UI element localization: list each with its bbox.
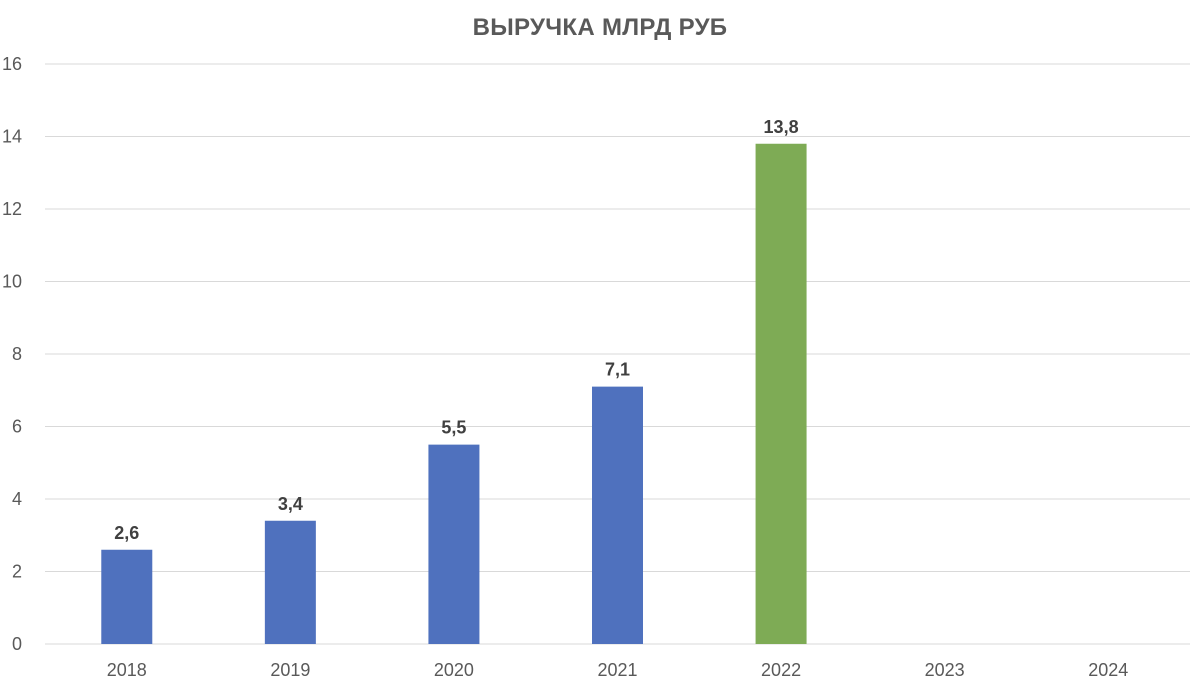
y-tick-label: 4 xyxy=(12,489,22,509)
y-tick-label: 16 xyxy=(2,54,22,74)
y-tick-label: 6 xyxy=(12,417,22,437)
data-label-2018: 2,6 xyxy=(114,523,139,543)
data-label-2020: 5,5 xyxy=(441,418,466,438)
y-tick-label: 14 xyxy=(2,127,22,147)
y-tick-label: 10 xyxy=(2,272,22,292)
y-tick-label: 2 xyxy=(12,562,22,582)
bar-2019 xyxy=(264,520,316,644)
y-tick-label: 12 xyxy=(2,199,22,219)
x-tick-label: 2018 xyxy=(107,660,147,680)
x-tick-label: 2020 xyxy=(434,660,474,680)
x-axis-ticks: 2018 2019 2020 2021 2022 2023 2024 xyxy=(107,660,1128,680)
x-tick-label: 2024 xyxy=(1088,660,1128,680)
bars xyxy=(101,143,807,644)
data-label-2022: 13,8 xyxy=(764,117,799,137)
data-label-2019: 3,4 xyxy=(278,494,303,514)
bar-2021 xyxy=(592,386,643,644)
x-tick-label: 2021 xyxy=(597,660,637,680)
data-label-2021: 7,1 xyxy=(605,360,630,380)
data-labels: 2,6 3,4 5,5 7,1 13,8 xyxy=(114,117,798,543)
y-tick-label: 0 xyxy=(12,634,22,654)
x-tick-label: 2022 xyxy=(761,660,801,680)
bar-2018 xyxy=(101,549,153,644)
x-tick-label: 2019 xyxy=(270,660,310,680)
y-axis-ticks: 0 2 4 6 8 10 12 14 16 xyxy=(2,54,22,654)
y-tick-label: 8 xyxy=(12,344,22,364)
bar-2022 xyxy=(755,143,807,644)
bar-2020 xyxy=(428,444,480,644)
chart-title: ВЫРУЧКА МЛРД РУБ xyxy=(472,14,728,41)
x-tick-label: 2023 xyxy=(925,660,965,680)
